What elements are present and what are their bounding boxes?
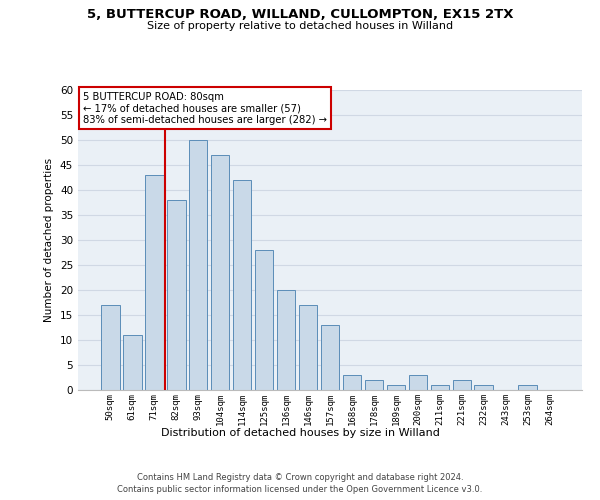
Bar (409, 375, 427, 390)
Bar (431, 385, 449, 390)
Text: 5 BUTTERCUP ROAD: 80sqm
← 17% of detached houses are smaller (57)
83% of semi-de: 5 BUTTERCUP ROAD: 80sqm ← 17% of detache… (83, 92, 327, 124)
Bar (475, 385, 493, 390)
Bar (320, 325, 340, 390)
Text: 5, BUTTERCUP ROAD, WILLAND, CULLOMPTON, EX15 2TX: 5, BUTTERCUP ROAD, WILLAND, CULLOMPTON, … (87, 8, 513, 20)
Bar (255, 250, 274, 390)
Bar (145, 175, 164, 390)
Bar (343, 375, 361, 390)
Bar (518, 385, 537, 390)
Bar (365, 380, 383, 390)
Text: Size of property relative to detached houses in Willand: Size of property relative to detached ho… (147, 21, 453, 31)
Bar (189, 140, 208, 390)
Text: Contains public sector information licensed under the Open Government Licence v3: Contains public sector information licen… (118, 485, 482, 494)
Text: Distribution of detached houses by size in Willand: Distribution of detached houses by size … (161, 428, 439, 438)
Bar (452, 380, 471, 390)
Bar (211, 155, 229, 390)
Bar (277, 290, 295, 390)
Bar (386, 385, 405, 390)
Bar (167, 200, 185, 390)
Bar (123, 335, 142, 390)
Bar (233, 180, 251, 390)
Y-axis label: Number of detached properties: Number of detached properties (44, 158, 55, 322)
Bar (101, 305, 119, 390)
Bar (299, 305, 317, 390)
Text: Contains HM Land Registry data © Crown copyright and database right 2024.: Contains HM Land Registry data © Crown c… (137, 472, 463, 482)
